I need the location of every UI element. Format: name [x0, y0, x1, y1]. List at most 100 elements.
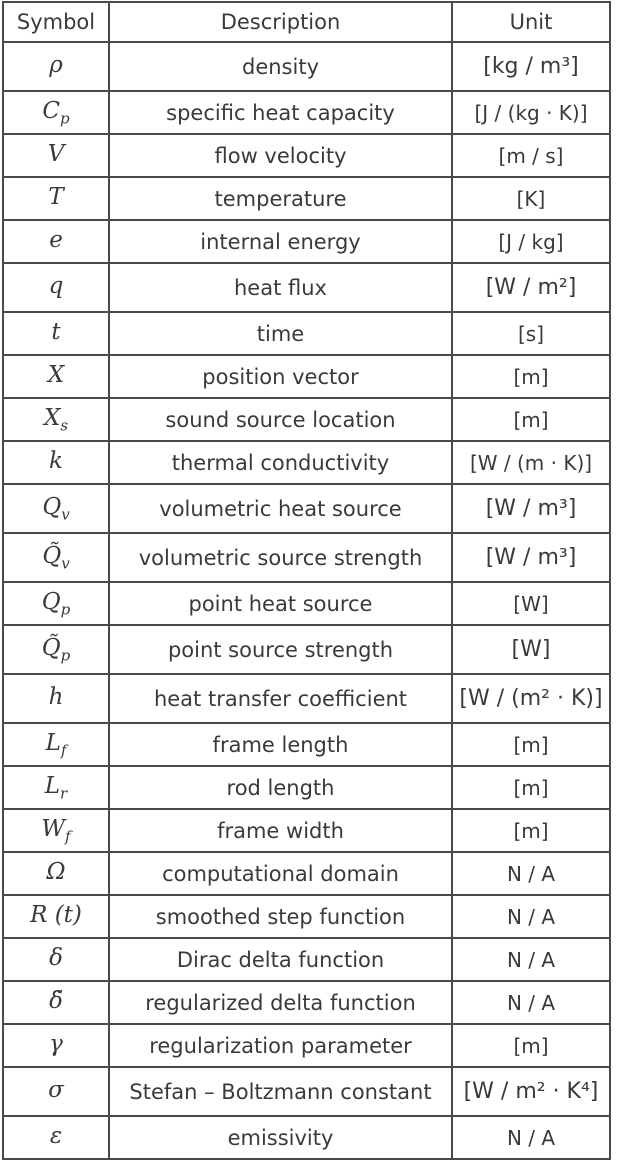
symbol-cell: Qp [2, 581, 110, 626]
header-row: Symbol Description Unit [2, 1, 611, 43]
description-cell: frame width [108, 808, 453, 853]
unit-cell: [J / (kg · K)] [451, 90, 611, 135]
description-cell: regularization parameter [108, 1023, 453, 1068]
symbol-cell: V [2, 133, 110, 178]
table-row: e internal energy [J / kg] [2, 219, 611, 264]
symbol-cell: h [2, 673, 110, 724]
symbol: δ̃ [49, 987, 63, 1014]
symbol: X [43, 404, 61, 431]
symbol: W [41, 815, 66, 842]
description-cell: point heat source [108, 581, 453, 626]
description-cell: density [108, 41, 453, 92]
unit-cell: [W / m³] [451, 483, 611, 534]
unit-cell: [J / kg] [451, 219, 611, 264]
symbol-cell: γ [2, 1023, 110, 1068]
unit-cell: N / A [451, 980, 611, 1025]
description-cell: Dirac delta function [108, 937, 453, 982]
symbol-cell: δ̃ [2, 980, 110, 1025]
symbol: ε [49, 1122, 63, 1149]
description-cell: flow velocity [108, 133, 453, 178]
unit-cell: [K] [451, 176, 611, 221]
table-row: k thermal conductivity [W / (m · K)] [2, 440, 611, 485]
table-row: t time [s] [2, 311, 611, 356]
symbol-cell: t [2, 311, 110, 356]
symbol-subscript: p [60, 109, 70, 128]
unit-cell: [W] [451, 581, 611, 626]
symbol-subscript: v [61, 554, 70, 573]
symbol-cell: Lf [2, 722, 110, 767]
symbol-cell: T [2, 176, 110, 221]
unit-cell: [m] [451, 765, 611, 810]
unit-cell: [W / m³] [451, 532, 611, 583]
description-cell: heat transfer coefficient [108, 673, 453, 724]
header-symbol: Symbol [2, 1, 110, 43]
table-row: ε emissivity N / A [2, 1115, 611, 1160]
unit-cell: N / A [451, 1115, 611, 1160]
table-row: σ Stefan – Boltzmann constant [W / m² · K⁴… [2, 1066, 611, 1117]
symbol-subscript: s [60, 416, 69, 435]
unit-cell: [m] [451, 354, 611, 399]
symbol-cell: X [2, 354, 110, 399]
symbol-cell: e [2, 219, 110, 264]
symbol: Q̃ [41, 634, 61, 661]
symbol-cell: R (t) [2, 894, 110, 939]
symbol: V [47, 140, 65, 167]
symbol: L [44, 772, 61, 799]
symbol: X [47, 361, 65, 388]
description-cell: computational domain [108, 851, 453, 896]
symbol-cell: k [2, 440, 110, 485]
symbol: Q [42, 493, 62, 520]
table-row: Qv volumetric heat source [W / m³] [2, 483, 611, 534]
symbol-cell: Qv [2, 483, 110, 534]
table-row: Xs sound source location [m] [2, 397, 611, 442]
table-row: Cp specific heat capacity [J / (kg · K)] [2, 90, 611, 135]
table-row: R (t) smoothed step function N / A [2, 894, 611, 939]
symbol-cell: σ [2, 1066, 110, 1117]
unit-cell: [W / m²] [451, 262, 611, 313]
symbol: Q [41, 588, 61, 615]
table-row: Qp point heat source [W] [2, 581, 611, 626]
symbol: γ [49, 1030, 63, 1057]
description-cell: internal energy [108, 219, 453, 264]
table-row: γ regularization parameter [m] [2, 1023, 611, 1068]
unit-cell: [m / s] [451, 133, 611, 178]
unit-cell: [s] [451, 311, 611, 356]
description-cell: time [108, 311, 453, 356]
symbol: δ [49, 944, 63, 971]
symbol: L [45, 729, 61, 756]
symbol-subscript: f [60, 741, 67, 760]
unit-cell: [W / (m · K)] [451, 440, 611, 485]
description-cell: temperature [108, 176, 453, 221]
description-cell: point source strength [108, 624, 453, 675]
symbol: t [51, 318, 61, 345]
description-cell: thermal conductivity [108, 440, 453, 485]
description-cell: volumetric source strength [108, 532, 453, 583]
symbol-cell: Q̃v [2, 532, 110, 583]
symbol-subscript: p [60, 600, 71, 619]
symbol-cell: Wf [2, 808, 110, 853]
symbol: Ω [46, 858, 66, 885]
symbol-table: Symbol Description Unit ρ density [kg / m³… [2, 1, 611, 1160]
symbol-cell: Lr [2, 765, 110, 810]
symbol: T [48, 183, 64, 210]
header-unit: Unit [451, 1, 611, 43]
description-cell: heat flux [108, 262, 453, 313]
symbol-cell: Q̃p [2, 624, 110, 675]
symbol-cell: ε [2, 1115, 110, 1160]
symbol-cell: Xs [2, 397, 110, 442]
table-row: Q̃v volumetric source strength [W / m³] [2, 532, 611, 583]
symbol: k [49, 447, 63, 474]
symbol: q [48, 272, 64, 299]
symbol-subscript: r [60, 784, 68, 803]
unit-cell: [kg / m³] [451, 41, 611, 92]
symbol-cell: δ [2, 937, 110, 982]
symbol-cell: ρ [2, 41, 110, 92]
symbol: R (t) [30, 901, 82, 928]
symbol-cell: Ω [2, 851, 110, 896]
description-cell: volumetric heat source [108, 483, 453, 534]
description-cell: position vector [108, 354, 453, 399]
table-row: ρ density [kg / m³] [2, 41, 611, 92]
description-cell: sound source location [108, 397, 453, 442]
